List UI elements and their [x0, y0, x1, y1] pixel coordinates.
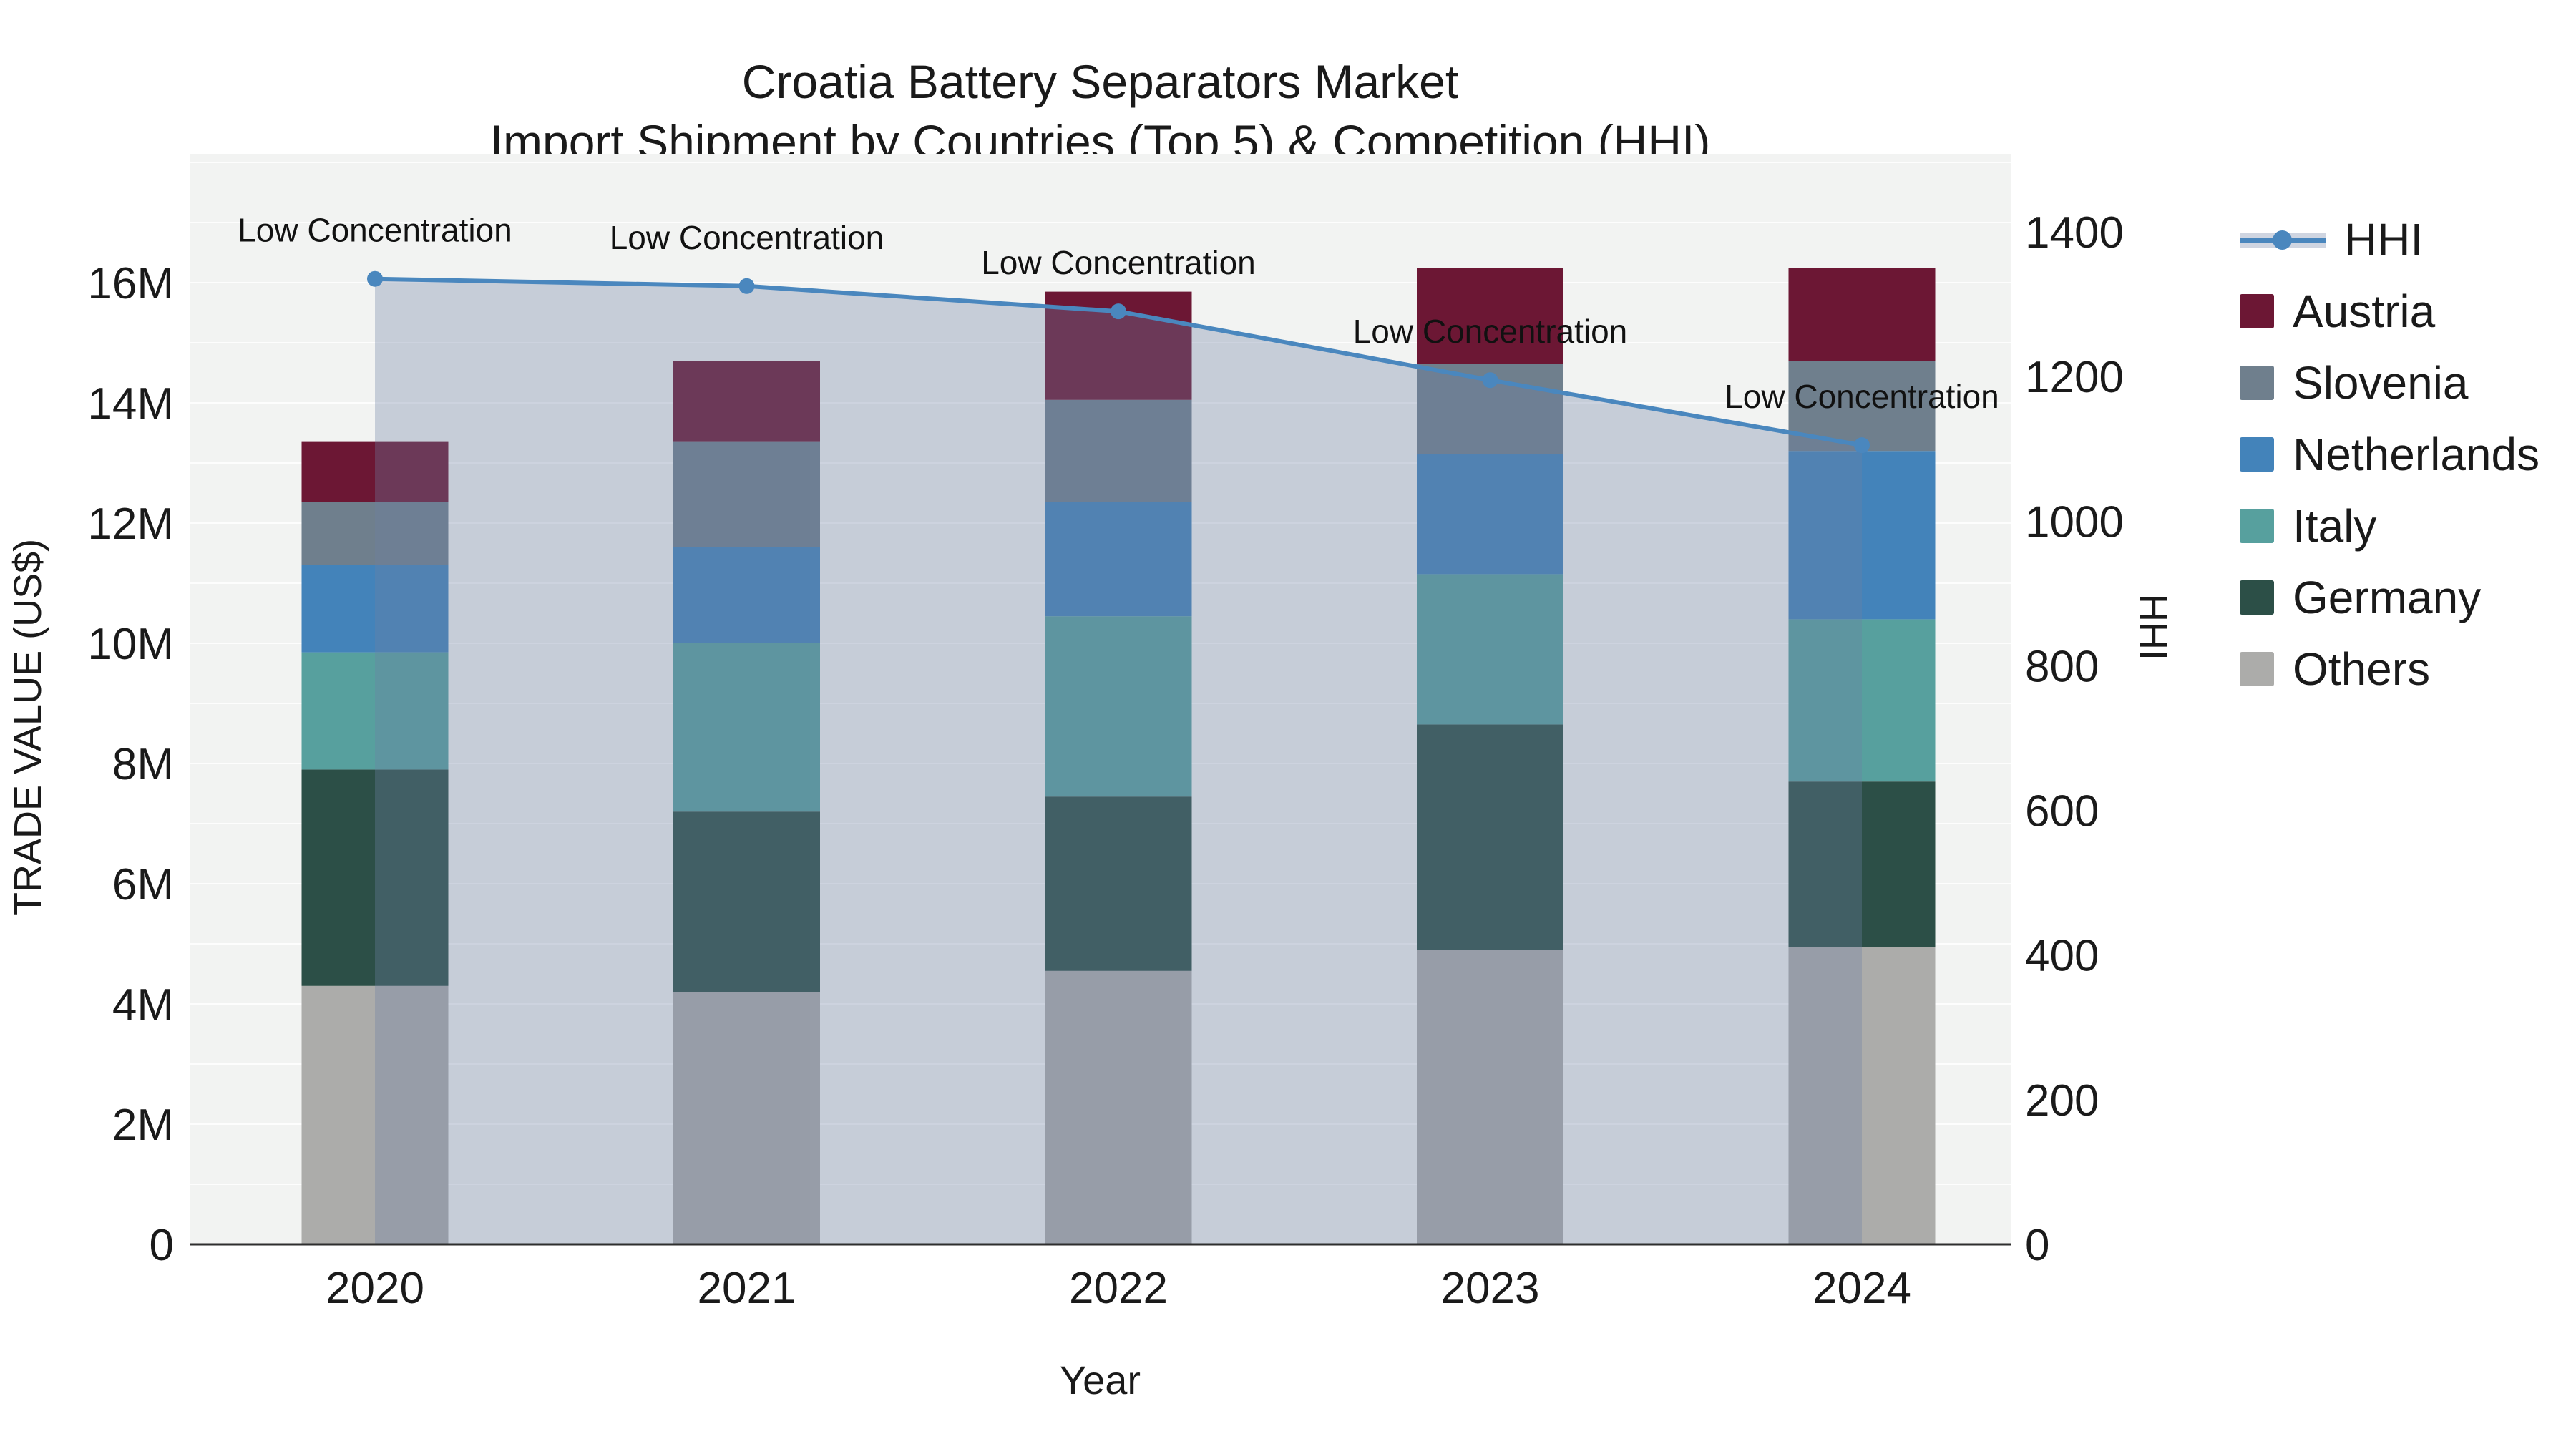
legend-label-italy: Italy: [2293, 500, 2377, 552]
bar-segment-others-2023[interactable]: [1417, 950, 1563, 1244]
bar-segment-italy-2022[interactable]: [1045, 616, 1192, 797]
hhi-area-fill: [375, 278, 1862, 1245]
bar-segment-italy-2023[interactable]: [1417, 574, 1563, 725]
y-left-tick-16M: 16M: [87, 259, 174, 308]
bar-segment-germany-2021[interactable]: [673, 811, 820, 992]
hhi-point-2024[interactable]: [1854, 437, 1870, 454]
legend-item-austria[interactable]: Austria: [2240, 285, 2540, 338]
y-left-tick-6M: 6M: [112, 860, 174, 909]
legend-item-netherlands[interactable]: Netherlands: [2240, 428, 2540, 481]
y-left-tick-8M: 8M: [112, 740, 174, 789]
y-right-tick-1000: 1000: [2025, 497, 2124, 547]
bar-segment-others-2022[interactable]: [1045, 970, 1192, 1244]
hhi-point-2022[interactable]: [1111, 303, 1126, 320]
y-right-tick-400: 400: [2025, 932, 2099, 981]
y-right-tick-200: 200: [2025, 1076, 2099, 1126]
bar-segment-netherlands-2024[interactable]: [1788, 451, 1936, 620]
y-right-tick-600: 600: [2025, 787, 2099, 836]
bar-segment-germany-2024[interactable]: [1788, 781, 1936, 947]
legend-swatch-others: [2240, 652, 2274, 686]
bar-segment-germany-2023[interactable]: [1417, 724, 1563, 950]
bar-segment-italy-2021[interactable]: [673, 643, 820, 812]
legend: HHI Austria Slovenia Netherlands Italy German…: [2240, 213, 2540, 696]
bar-segment-others-2024[interactable]: [1788, 947, 1936, 1244]
legend-label-austria: Austria: [2293, 286, 2436, 337]
legend-swatch-italy: [2240, 509, 2274, 543]
hhi-point-2021[interactable]: [738, 278, 755, 294]
bar-segment-austria-2024[interactable]: [1788, 268, 1936, 361]
annotation-2021: Low Concentration: [610, 219, 884, 256]
y-left-tick-4M: 4M: [112, 980, 174, 1030]
bar-segment-netherlands-2022[interactable]: [1045, 502, 1192, 617]
legend-item-slovenia[interactable]: Slovenia: [2240, 356, 2540, 409]
hhi-legend-glyph: [2240, 223, 2326, 257]
annotation-2022: Low Concentration: [981, 244, 1256, 281]
legend-item-italy[interactable]: Italy: [2240, 499, 2540, 552]
legend-swatch-slovenia: [2240, 366, 2274, 400]
x-tick-2021: 2021: [698, 1264, 796, 1313]
bar-segment-slovenia-2022[interactable]: [1045, 399, 1192, 502]
bar-segment-netherlands-2021[interactable]: [673, 547, 820, 643]
bar-segment-germany-2020[interactable]: [301, 769, 449, 986]
y-left-tick-14M: 14M: [87, 379, 174, 429]
x-axis-title: Year: [1059, 1357, 1141, 1402]
legend-item-germany[interactable]: Germany: [2240, 571, 2540, 624]
legend-swatch-austria: [2240, 294, 2274, 328]
x-tick-2020: 2020: [326, 1264, 424, 1313]
legend-swatch-germany: [2240, 580, 2274, 615]
bar-segment-netherlands-2020[interactable]: [301, 565, 449, 653]
y-axis-title-right: HHI: [2132, 594, 2175, 660]
legend-label-germany: Germany: [2293, 572, 2482, 623]
bar-segment-austria-2020[interactable]: [301, 441, 449, 502]
legend-label-hhi: HHI: [2344, 214, 2424, 265]
x-tick-2022: 2022: [1069, 1264, 1168, 1313]
bar-segment-others-2020[interactable]: [301, 985, 449, 1244]
legend-swatch-netherlands: [2240, 437, 2274, 472]
bar-segment-italy-2020[interactable]: [301, 652, 449, 770]
legend-label-slovenia: Slovenia: [2293, 357, 2469, 409]
hhi-point-2023[interactable]: [1482, 372, 1498, 389]
bar-segment-slovenia-2021[interactable]: [673, 441, 820, 547]
bar-segment-others-2021[interactable]: [673, 992, 820, 1244]
y-left-tick-0: 0: [150, 1221, 174, 1270]
y-right-tick-0: 0: [2025, 1221, 2049, 1270]
hhi-point-2020[interactable]: [367, 270, 383, 287]
y-left-tick-12M: 12M: [87, 499, 174, 549]
annotation-2023: Low Concentration: [1353, 313, 1628, 350]
legend-item-hhi[interactable]: HHI: [2240, 213, 2540, 266]
bar-segment-netherlands-2023[interactable]: [1417, 454, 1563, 575]
legend-label-others: Others: [2293, 643, 2431, 695]
y-right-tick-1200: 1200: [2025, 353, 2124, 402]
y-right-tick-800: 800: [2025, 642, 2099, 691]
bar-segment-austria-2021[interactable]: [673, 361, 820, 442]
chart-title-line1: Croatia Battery Separators Market: [741, 55, 1459, 108]
bar-segment-germany-2022[interactable]: [1045, 796, 1192, 971]
annotation-2024: Low Concentration: [1724, 378, 1999, 415]
y-left-tick-2M: 2M: [112, 1101, 174, 1150]
y-left-tick-10M: 10M: [87, 620, 174, 669]
legend-item-others[interactable]: Others: [2240, 643, 2540, 696]
bar-segment-austria-2023[interactable]: [1417, 268, 1563, 364]
annotation-2020: Low Concentration: [238, 212, 512, 249]
x-tick-2024: 2024: [1813, 1264, 1911, 1313]
y-right-tick-1400: 1400: [2025, 208, 2124, 258]
x-tick-2023: 2023: [1441, 1264, 1540, 1313]
legend-label-netherlands: Netherlands: [2293, 429, 2540, 480]
bar-segment-italy-2024[interactable]: [1788, 619, 1936, 782]
bar-segment-slovenia-2020[interactable]: [301, 502, 449, 565]
